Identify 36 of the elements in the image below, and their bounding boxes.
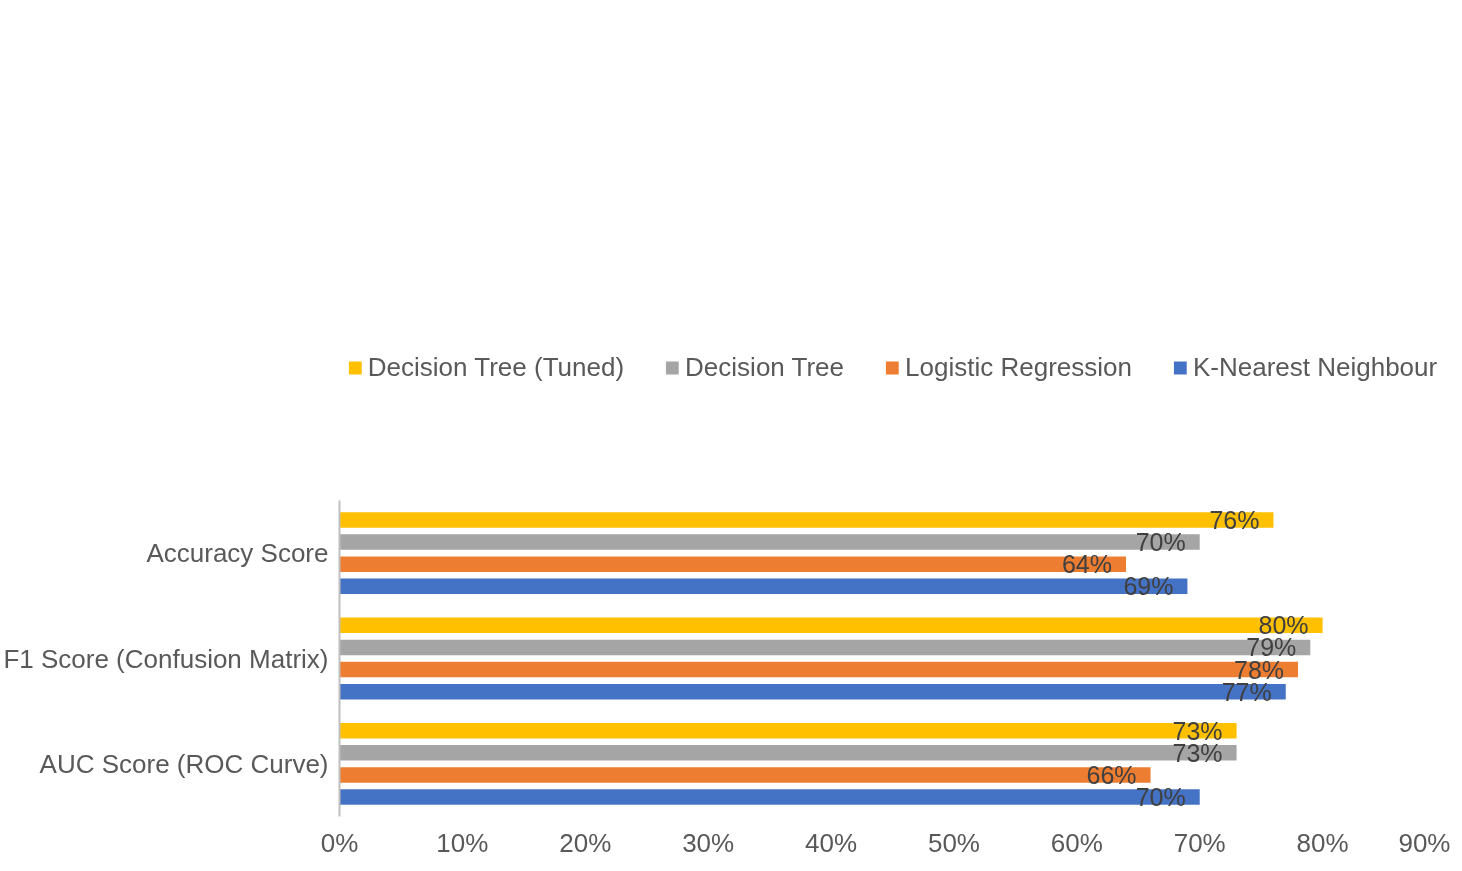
x-tick-label: 60% [1050,827,1103,858]
bar [339,639,1311,656]
x-tick-label: 70% [1173,827,1226,858]
x-tick-label: 90% [1398,827,1451,858]
bar [339,683,1286,700]
bar [339,722,1237,739]
bar [339,534,1200,550]
x-tick-label: 80% [1296,827,1349,858]
data-label: 70% [1135,783,1186,812]
x-tick-label: 30% [682,827,735,858]
bar [339,512,1274,528]
data-label: 73% [1172,716,1223,745]
data-label: 76% [1209,505,1260,534]
bar [339,556,1126,572]
bar [339,578,1188,595]
y-tick-label: AUC Score (ROC Curve) [39,748,329,779]
data-label: 64% [1061,550,1112,579]
x-tick-label: 50% [927,827,980,858]
legend-label: K-Nearest Neighbour [1192,351,1438,383]
x-tick-label: 40% [805,827,858,858]
legend-label: Decision Tree [685,351,845,383]
bar [339,767,1151,783]
x-tick-label: 0% [320,827,359,858]
bar [339,745,1237,761]
data-label: 70% [1135,528,1186,557]
y-tick-label: Accuracy Score [146,538,329,569]
bar [339,617,1323,634]
legend-label: Decision Tree (Tuned) [367,351,625,383]
y-tick-label: F1 Score (Confusion Matrix) [3,643,329,674]
data-label: 66% [1086,760,1137,789]
x-tick-label: 20% [559,827,612,858]
bar [339,789,1200,805]
x-tick-label: 10% [436,827,489,858]
data-label: 69% [1123,572,1174,601]
bar [339,661,1299,678]
legend-label: Logistic Regression [905,351,1132,383]
